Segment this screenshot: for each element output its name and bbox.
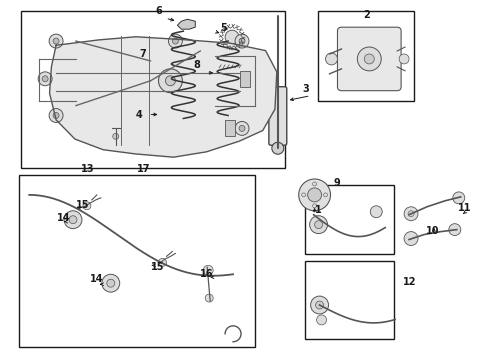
Text: 17: 17 <box>137 164 150 174</box>
Circle shape <box>299 179 331 211</box>
Circle shape <box>453 192 465 204</box>
Text: 1: 1 <box>315 205 322 215</box>
Circle shape <box>49 34 63 48</box>
Circle shape <box>365 54 374 64</box>
Circle shape <box>313 182 317 186</box>
FancyBboxPatch shape <box>338 27 401 91</box>
Circle shape <box>404 231 418 246</box>
Text: 16: 16 <box>199 269 213 279</box>
Bar <box>305 261 394 339</box>
Circle shape <box>323 193 327 197</box>
Circle shape <box>302 193 306 197</box>
Text: 6: 6 <box>155 6 162 16</box>
Circle shape <box>53 113 59 118</box>
Circle shape <box>38 72 52 86</box>
Text: 15: 15 <box>76 200 90 210</box>
Circle shape <box>205 294 213 302</box>
Bar <box>19 175 255 347</box>
Text: 13: 13 <box>81 164 95 174</box>
Bar <box>21 11 285 168</box>
Text: 15: 15 <box>151 262 164 272</box>
Circle shape <box>325 53 338 65</box>
Circle shape <box>203 265 213 275</box>
Circle shape <box>235 34 249 48</box>
Circle shape <box>310 216 327 234</box>
Circle shape <box>316 301 323 309</box>
Bar <box>318 11 414 100</box>
Text: 14: 14 <box>57 213 71 223</box>
Circle shape <box>449 224 461 235</box>
Bar <box>305 185 394 255</box>
Circle shape <box>102 274 120 292</box>
Circle shape <box>239 125 245 131</box>
Circle shape <box>64 211 82 229</box>
Circle shape <box>399 54 409 64</box>
Circle shape <box>239 38 245 44</box>
Circle shape <box>49 109 63 122</box>
Text: 2: 2 <box>363 10 369 20</box>
Circle shape <box>42 76 48 82</box>
Circle shape <box>317 315 326 325</box>
Circle shape <box>311 296 328 314</box>
Circle shape <box>158 258 167 266</box>
Circle shape <box>235 121 249 135</box>
Polygon shape <box>177 19 196 29</box>
Text: 10: 10 <box>426 226 440 235</box>
Circle shape <box>308 188 321 202</box>
Circle shape <box>225 30 239 44</box>
Polygon shape <box>161 109 176 121</box>
Text: 12: 12 <box>403 277 417 287</box>
Text: 14: 14 <box>90 274 103 284</box>
Circle shape <box>113 133 119 139</box>
Circle shape <box>107 279 115 287</box>
Text: 3: 3 <box>302 84 309 94</box>
Circle shape <box>315 221 322 229</box>
Circle shape <box>370 206 382 218</box>
Text: 7: 7 <box>139 49 146 59</box>
Circle shape <box>172 38 178 44</box>
Circle shape <box>408 211 414 217</box>
Text: 9: 9 <box>333 178 340 188</box>
Text: 8: 8 <box>194 60 201 70</box>
Circle shape <box>169 34 182 48</box>
Circle shape <box>357 47 381 71</box>
FancyBboxPatch shape <box>269 87 287 145</box>
Circle shape <box>69 216 77 224</box>
Circle shape <box>158 69 182 93</box>
Circle shape <box>404 207 418 221</box>
Circle shape <box>83 202 91 210</box>
Circle shape <box>272 142 284 154</box>
Text: 5: 5 <box>220 23 227 33</box>
Bar <box>225 121 235 136</box>
Text: 11: 11 <box>458 203 471 213</box>
Circle shape <box>313 204 317 208</box>
FancyBboxPatch shape <box>216 66 244 84</box>
Text: 4: 4 <box>135 109 142 120</box>
Bar <box>240 71 250 87</box>
Circle shape <box>53 38 59 44</box>
Polygon shape <box>49 37 277 157</box>
Circle shape <box>166 76 175 86</box>
